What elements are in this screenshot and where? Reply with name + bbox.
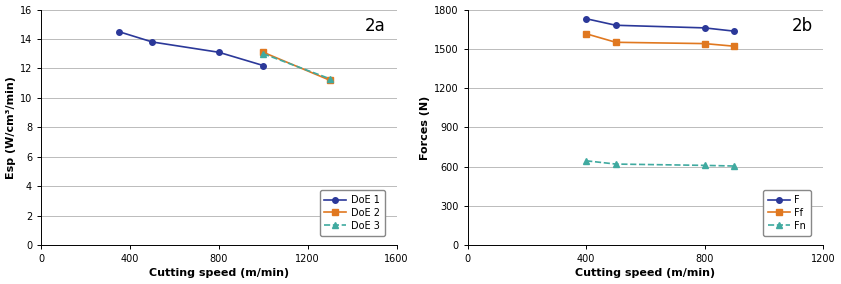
DoE 3 xyxy=(325,77,335,80)
DoE 3 xyxy=(258,52,268,55)
Line: Ff: Ff xyxy=(584,31,737,49)
Ff xyxy=(611,41,621,44)
DoE 2 xyxy=(325,79,335,82)
Line: F: F xyxy=(584,16,737,34)
F xyxy=(729,30,739,33)
DoE 1 xyxy=(114,30,124,33)
DoE 1 xyxy=(214,51,224,54)
F xyxy=(700,26,710,30)
Line: Fn: Fn xyxy=(584,158,737,169)
Fn xyxy=(700,164,710,167)
Line: DoE 3: DoE 3 xyxy=(261,51,333,82)
Ff xyxy=(729,45,739,48)
Legend: F, Ff, Fn: F, Ff, Fn xyxy=(764,190,812,236)
Y-axis label: Forces (N): Forces (N) xyxy=(420,95,430,160)
DoE 2 xyxy=(258,51,268,54)
Ff xyxy=(700,42,710,45)
X-axis label: Cutting speed (m/min): Cutting speed (m/min) xyxy=(149,268,289,278)
Text: 2b: 2b xyxy=(791,17,812,35)
Legend: DoE 1, DoE 2, DoE 3: DoE 1, DoE 2, DoE 3 xyxy=(320,190,384,236)
Text: 2a: 2a xyxy=(365,17,386,35)
Fn xyxy=(581,159,591,162)
Ff xyxy=(581,32,591,36)
Fn xyxy=(611,162,621,166)
F xyxy=(581,17,591,20)
Line: DoE 1: DoE 1 xyxy=(116,29,266,68)
F xyxy=(611,24,621,27)
Line: DoE 2: DoE 2 xyxy=(261,49,333,83)
X-axis label: Cutting speed (m/min): Cutting speed (m/min) xyxy=(575,268,716,278)
Y-axis label: Esp (W/cm³/min): Esp (W/cm³/min) xyxy=(6,76,15,179)
DoE 1 xyxy=(147,40,157,44)
DoE 1 xyxy=(258,64,268,67)
Fn xyxy=(729,164,739,168)
